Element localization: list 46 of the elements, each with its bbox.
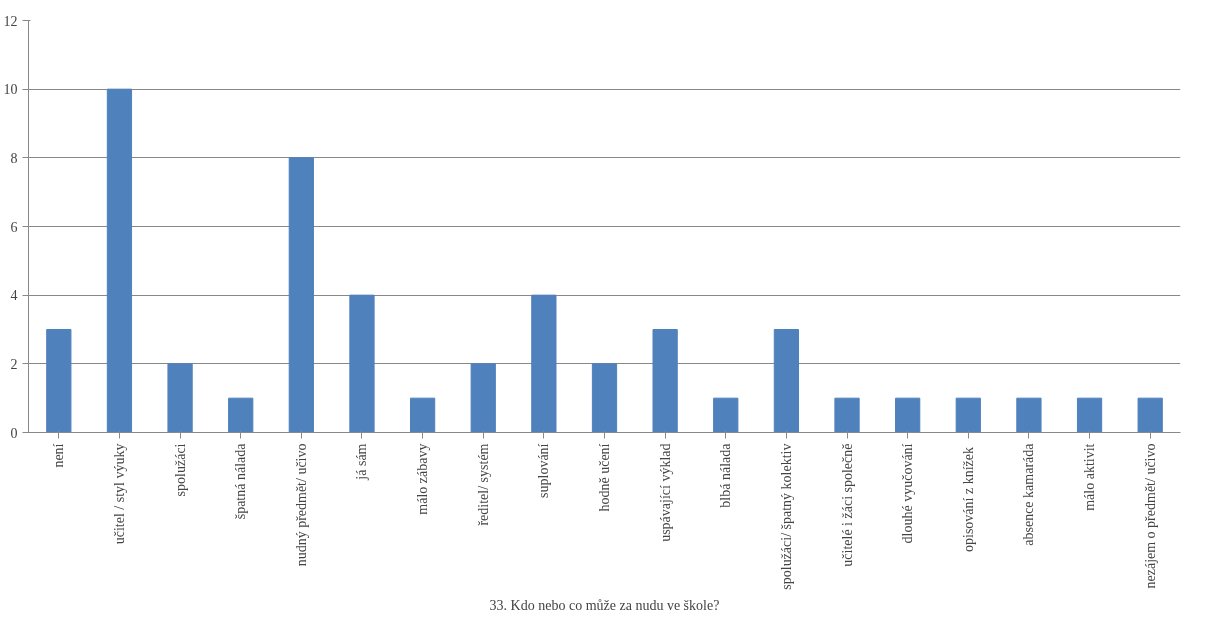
- bar: [713, 397, 739, 433]
- bar: [955, 397, 981, 433]
- x-tick-label: ředitel/ systém: [475, 443, 491, 526]
- x-tick-label: já sám: [354, 443, 370, 481]
- bar: [167, 363, 193, 433]
- bar: [652, 329, 678, 433]
- bar: [834, 397, 860, 433]
- y-tick-label: 2: [10, 356, 18, 372]
- bar: [46, 329, 72, 433]
- bar: [409, 397, 436, 433]
- x-tick-label: není: [51, 443, 67, 468]
- y-tick-label: 4: [10, 288, 18, 304]
- x-tick-label: učitelé i žáci společně: [839, 443, 855, 567]
- bar: [1076, 397, 1103, 433]
- x-tick-label: špatná nálada: [233, 442, 249, 520]
- x-tick-label: nezájem o předmět/ učivo: [1142, 443, 1158, 589]
- x-tick-label: spolužáci: [172, 443, 188, 497]
- y-tick-label: 6: [10, 219, 18, 235]
- y-tick-label: 10: [3, 82, 18, 98]
- x-tick-label: učitel / styl výuky: [111, 443, 127, 545]
- x-tick-label: spolužáci/ špatný kolektiv: [778, 443, 794, 590]
- y-tick-label: 12: [3, 13, 18, 29]
- bar: [1016, 397, 1042, 433]
- bar: [228, 397, 254, 433]
- x-tick-label: blbá nálada: [718, 442, 734, 508]
- x-axis-title: 33. Kdo nebo co může za nudu ve škole?: [489, 597, 720, 613]
- bar: [1137, 397, 1163, 433]
- bar: [470, 363, 496, 433]
- x-tick-label: hodně učení: [597, 443, 612, 512]
- y-tick-label: 0: [10, 425, 18, 441]
- x-tick-label: opisování z knížek: [960, 446, 976, 552]
- bar: [773, 329, 800, 433]
- bar: [349, 294, 375, 433]
- y-tick-label: 8: [10, 150, 18, 166]
- bar: [288, 157, 314, 433]
- x-tick-label: málo aktivit: [1082, 443, 1098, 511]
- x-tick-label: uspávající výklad: [657, 443, 673, 542]
- x-tick-label: suplování: [536, 443, 552, 498]
- bar: [106, 88, 133, 433]
- bar: [591, 363, 618, 433]
- x-tick-label: nudný předmět/ učivo: [293, 443, 309, 567]
- x-tick-label: absence kamaráda: [1021, 442, 1037, 546]
- bar: [895, 397, 921, 433]
- x-tick-label: málo zábavy: [415, 443, 431, 515]
- x-tick-label: dlouhé vyučování: [900, 443, 916, 544]
- bar: [531, 294, 557, 433]
